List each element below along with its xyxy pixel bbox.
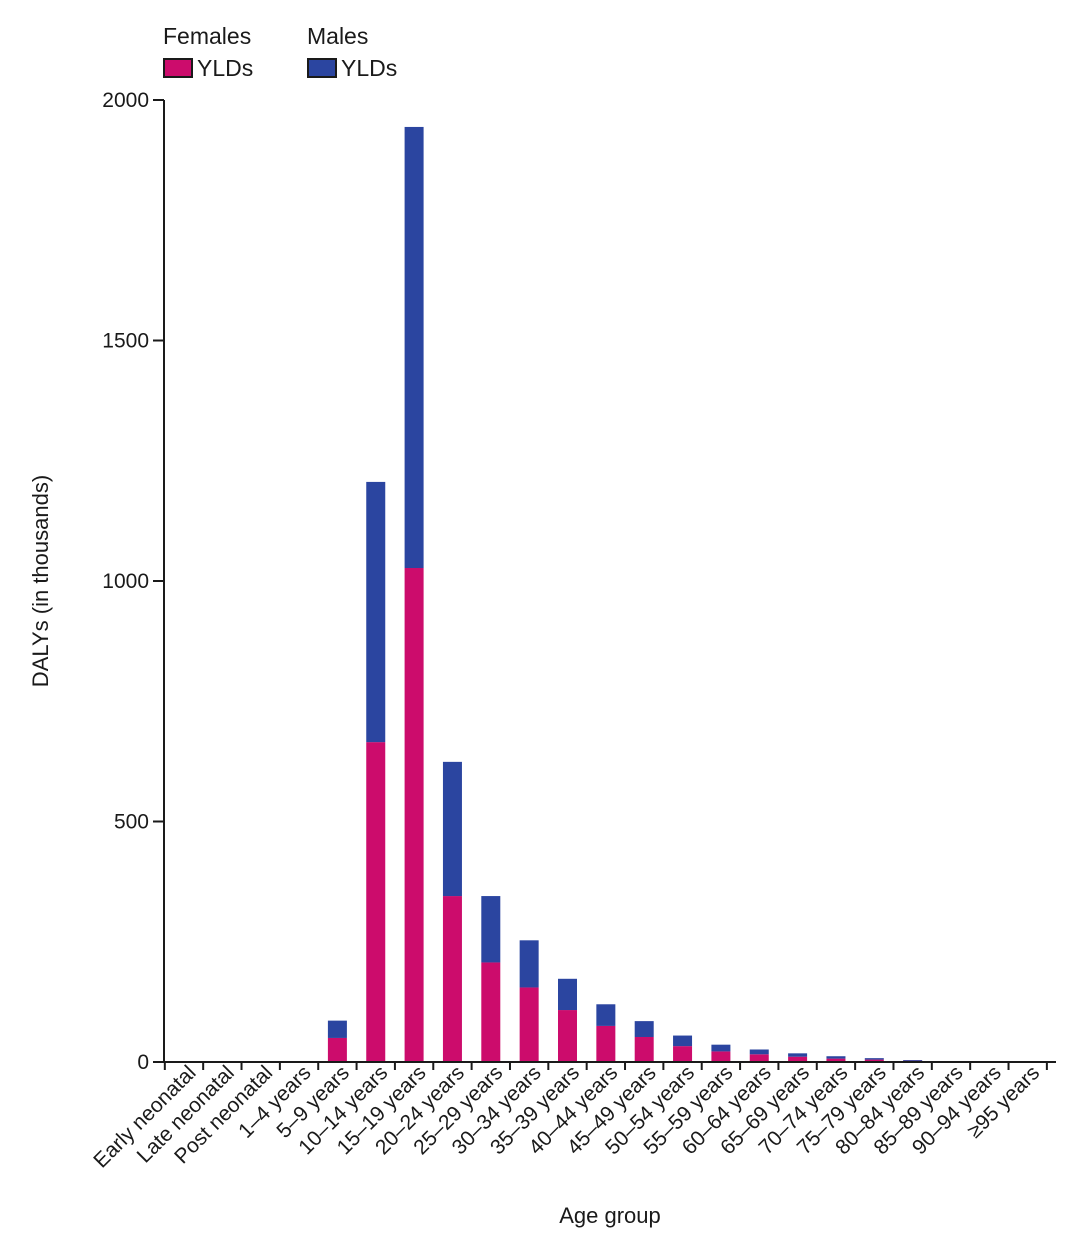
bar-males [864,1058,884,1060]
bar-females [558,1010,577,1062]
bar-males [749,1049,769,1055]
bar-males [903,1060,923,1061]
y-tick-label: 1500 [102,330,149,353]
bar-males [788,1053,808,1057]
bar-males [327,1020,347,1038]
bar-females [404,568,424,1062]
y-axis-title: DALYs (in thousands) [28,475,53,687]
bar-females [711,1051,731,1062]
y-tick-label: 1000 [102,570,149,593]
bar-males [711,1044,731,1052]
bar-males [481,896,501,963]
bar-males [404,126,424,569]
chart-legend: Females YLDs Males YLDs [163,22,423,86]
bar-females [864,1059,884,1062]
bar-males [826,1056,846,1059]
bar-females [634,1036,654,1062]
bar-females [442,896,462,1062]
legend-males-heading: Males [307,23,369,49]
bar-females [366,742,386,1062]
legend-males-label: YLDs [341,55,398,81]
bar-males [673,1035,693,1047]
y-tick-label: 500 [114,811,149,834]
legend-males-swatch [307,58,337,78]
bar-females [749,1054,769,1062]
legend-females-label: YLDs [197,55,254,81]
bar-females [673,1046,693,1062]
legend-females-entry: YLDs [163,56,253,80]
bar-males [558,978,577,1011]
bar-females [481,962,501,1062]
x-axis-title: Age group [559,1203,661,1228]
legend-males: Males YLDs [307,22,397,80]
legend-males-entry: YLDs [307,56,397,80]
legend-females-heading: Females [163,23,252,49]
bar-males [519,940,539,988]
y-tick-label: 0 [137,1051,149,1074]
legend-females-swatch [163,58,193,78]
bar-females [519,987,539,1062]
bar-males [442,761,462,897]
y-tick-label: 2000 [102,89,149,112]
bar-males [366,481,386,743]
bar-females [788,1056,808,1062]
bars-group [327,126,999,1063]
bar-males [634,1021,654,1037]
bar-females [327,1037,347,1062]
legend-females: Females YLDs [163,22,253,80]
bar-females [596,1025,616,1062]
bar-males [596,1004,616,1026]
bar-females [826,1058,846,1062]
